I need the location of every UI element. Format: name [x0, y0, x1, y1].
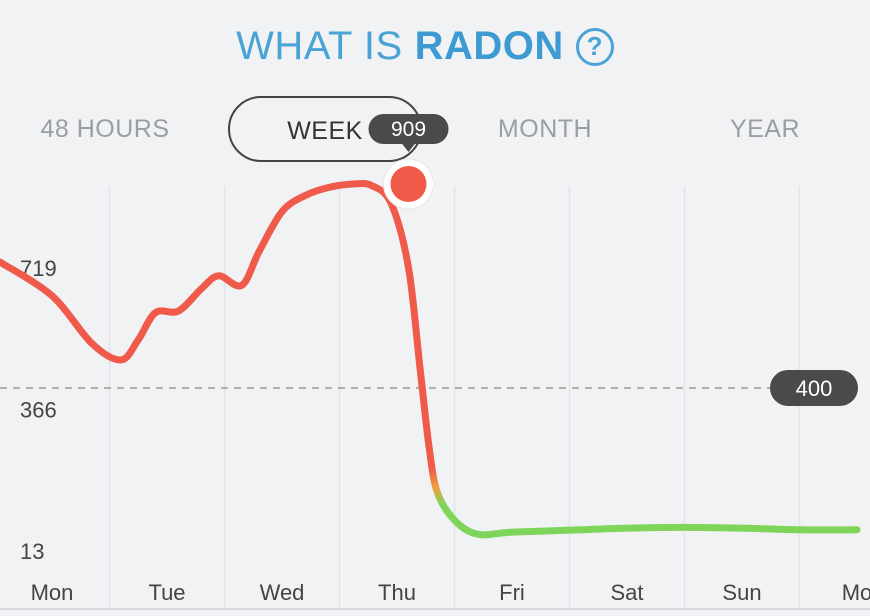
tab-year[interactable]: YEAR: [729, 115, 801, 143]
tab-48-hours[interactable]: 48 HOURS: [40, 115, 170, 143]
question-circle-icon[interactable]: ?: [575, 27, 614, 66]
x-tick-label: Tue: [148, 580, 185, 605]
reference-line-badge: [770, 369, 858, 406]
x-tick-label: Sun: [722, 580, 761, 605]
x-tick-label: Mon: [31, 580, 74, 605]
x-tick-label: Thu: [378, 580, 416, 605]
reference-line-label: 400: [796, 376, 833, 401]
y-tick-label: 366: [20, 398, 57, 423]
x-tick-label: Sat: [610, 580, 643, 605]
tooltip-pointer: [401, 143, 416, 152]
tooltip-value-label: 909: [391, 118, 426, 141]
y-tick-label: 13: [20, 539, 44, 564]
x-tick-label: Wed: [260, 580, 305, 605]
tab-month[interactable]: MONTH: [497, 115, 593, 143]
page-title: WHAT IS RADON ?: [0, 24, 850, 69]
selected-point-marker[interactable]: [390, 166, 427, 202]
title-bold: RADON: [414, 24, 564, 68]
value-tooltip: [368, 114, 449, 144]
x-tick-label: Fri: [499, 580, 525, 605]
x-tick-label: Mo: [842, 580, 870, 605]
title-prefix: WHAT IS: [236, 24, 403, 68]
series-line: [0, 179, 861, 539]
